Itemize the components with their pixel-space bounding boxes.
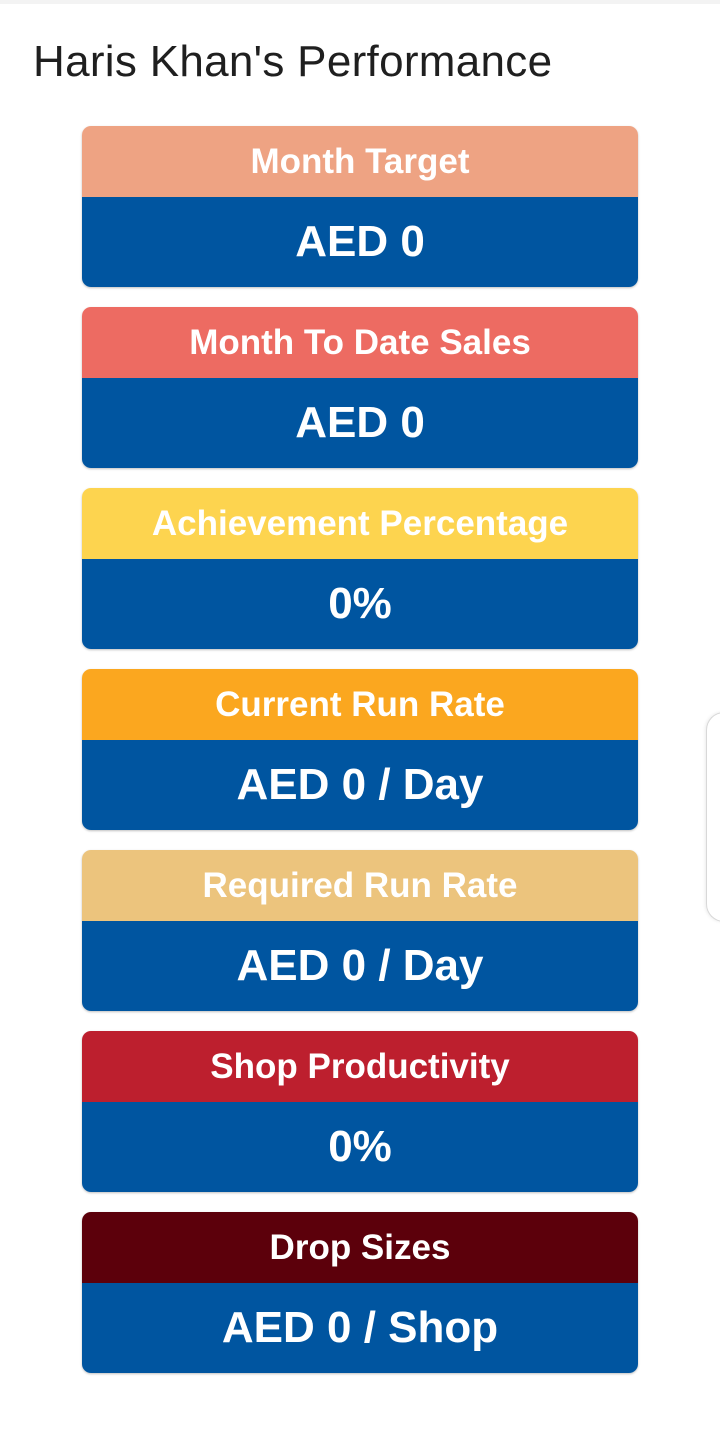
card-value-month-to-date-sales: AED 0 — [82, 378, 638, 468]
page-title: Haris Khan's Performance — [33, 37, 553, 86]
card-header-achievement-percentage: Achievement Percentage — [82, 488, 638, 559]
edge-panel-handle[interactable] — [706, 712, 720, 922]
card-month-to-date-sales: Month To Date Sales AED 0 — [82, 307, 638, 468]
card-value-current-run-rate: AED 0 / Day — [82, 740, 638, 830]
card-required-run-rate: Required Run Rate AED 0 / Day — [82, 850, 638, 1011]
card-value-month-target: AED 0 — [82, 197, 638, 287]
card-shop-productivity: Shop Productivity 0% — [82, 1031, 638, 1192]
card-value-shop-productivity: 0% — [82, 1102, 638, 1192]
card-achievement-percentage: Achievement Percentage 0% — [82, 488, 638, 649]
card-value-required-run-rate: AED 0 / Day — [82, 921, 638, 1011]
card-header-shop-productivity: Shop Productivity — [82, 1031, 638, 1102]
card-header-month-target: Month Target — [82, 126, 638, 197]
card-month-target: Month Target AED 0 — [82, 126, 638, 287]
card-header-current-run-rate: Current Run Rate — [82, 669, 638, 740]
performance-cards: Month Target AED 0 Month To Date Sales A… — [82, 126, 638, 1393]
card-header-month-to-date-sales: Month To Date Sales — [82, 307, 638, 378]
card-value-achievement-percentage: 0% — [82, 559, 638, 649]
card-header-drop-sizes: Drop Sizes — [82, 1212, 638, 1283]
card-current-run-rate: Current Run Rate AED 0 / Day — [82, 669, 638, 830]
status-divider — [0, 0, 720, 4]
card-value-drop-sizes: AED 0 / Shop — [82, 1283, 638, 1373]
card-drop-sizes: Drop Sizes AED 0 / Shop — [82, 1212, 638, 1373]
card-header-required-run-rate: Required Run Rate — [82, 850, 638, 921]
